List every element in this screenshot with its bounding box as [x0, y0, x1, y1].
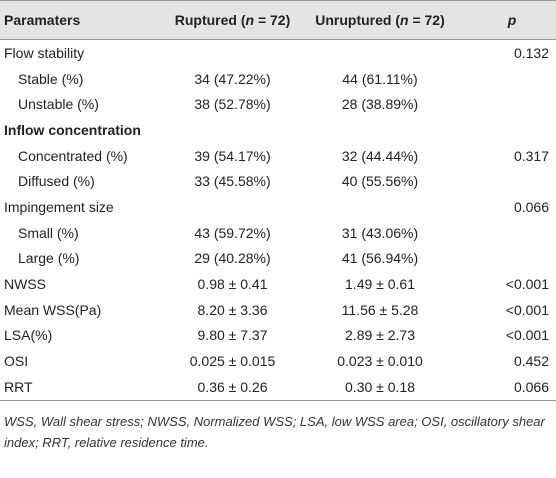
header-text: = 72) — [408, 12, 445, 28]
table-row: Stable (%) 34 (47.22%) 44 (61.11%) — [0, 66, 556, 92]
data-table: Paramaters Ruptured (n = 72) Unruptured (n… — [0, 0, 556, 401]
cell — [305, 40, 455, 66]
cell — [305, 117, 455, 143]
cell: <0.001 — [505, 327, 549, 344]
cell: 0.98 ± 0.41 — [197, 276, 268, 293]
cell: 0.023 ± 0.010 — [337, 353, 423, 370]
header-cell: Ruptured (n = 72) — [160, 0, 305, 40]
cell — [305, 194, 455, 220]
cell — [455, 220, 556, 246]
cell — [455, 246, 556, 272]
row-label: Small (%) — [18, 224, 79, 241]
header-row: Paramaters Ruptured (n = 72) Unruptured (n… — [0, 0, 556, 40]
cell: 1.49 ± 0.61 — [345, 276, 415, 293]
cell: 28 (38.89%) — [341, 96, 419, 113]
table-row: Diffused (%) 33 (45.58%) 40 (55.56%) — [0, 168, 556, 194]
cell — [160, 40, 305, 66]
cell: 0.317 — [513, 147, 549, 164]
row-label: Stable (%) — [18, 70, 84, 87]
header-text: p — [507, 12, 517, 28]
cell — [455, 168, 556, 194]
cell: 2.89 ± 2.73 — [345, 327, 415, 344]
header-text: n — [400, 12, 409, 28]
table-row: Unstable (%) 38 (52.78%) 28 (38.89%) — [0, 91, 556, 117]
table-row: NWSS 0.98 ± 0.41 1.49 ± 0.61 <0.001 — [0, 271, 556, 297]
row-label: RRT — [0, 373, 160, 401]
header-cell: Unruptured (n = 72) — [305, 0, 455, 40]
table-row: OSI 0.025 ± 0.015 0.023 ± 0.010 0.452 — [0, 348, 556, 374]
cell: 0.066 — [455, 373, 556, 401]
cell: 43 (59.72%) — [194, 224, 271, 241]
cell — [160, 117, 305, 143]
table-row: Inflow concentration — [0, 117, 556, 143]
cell: 9.80 ± 7.37 — [197, 327, 268, 344]
header-cell: Paramaters — [0, 0, 160, 40]
cell: 29 (40.28%) — [194, 250, 271, 267]
table-row: Concentrated (%) 39 (54.17%) 32 (44.44%) 0.… — [0, 143, 556, 169]
row-label: Concentrated (%) — [18, 147, 128, 164]
row-label: Diffused (%) — [18, 173, 95, 190]
table-row: RRT 0.36 ± 0.26 0.30 ± 0.18 0.066 — [0, 373, 556, 401]
cell: 8.20 ± 3.36 — [197, 301, 268, 318]
row-label: Flow stability — [4, 44, 85, 61]
header-text: Ruptured ( — [174, 12, 246, 28]
cell — [160, 194, 305, 220]
header-cell: p — [455, 0, 556, 40]
cell: 40 (55.56%) — [341, 173, 419, 190]
table-row: Impingement size 0.066 — [0, 194, 556, 220]
cell: 11.56 ± 5.28 — [341, 301, 419, 318]
cell — [455, 66, 556, 92]
row-label: NWSS — [4, 276, 46, 293]
row-label: Large (%) — [18, 250, 80, 267]
row-label: Inflow concentration — [4, 121, 141, 138]
header-text: n — [245, 12, 255, 28]
cell: 38 (52.78%) — [194, 96, 271, 113]
cell: 0.066 — [513, 198, 549, 215]
row-label: Impingement size — [4, 198, 114, 215]
cell: 31 (43.06%) — [341, 224, 419, 241]
row-label: LSA(%) — [4, 327, 53, 344]
table-row: Flow stability 0.132 — [0, 40, 556, 66]
cell: 32 (44.44%) — [341, 147, 419, 164]
table-row: LSA(%) 9.80 ± 7.37 2.89 ± 2.73 <0.001 — [0, 323, 556, 349]
cell: <0.001 — [505, 301, 549, 318]
cell: 0.30 ± 0.18 — [305, 373, 455, 401]
header-text: Paramaters — [4, 12, 81, 28]
cell — [455, 117, 556, 143]
table-row: Mean WSS(Pa) 8.20 ± 3.36 11.56 ± 5.28 <0.00… — [0, 297, 556, 323]
cell: 0.452 — [513, 353, 549, 370]
row-label: Mean WSS(Pa) — [4, 301, 102, 318]
cell: 41 (56.94%) — [341, 250, 419, 267]
cell: 0.132 — [513, 44, 549, 61]
table-row: Large (%) 29 (40.28%) 41 (56.94%) — [0, 246, 556, 272]
header-text: = 72) — [254, 12, 291, 28]
table-body: Flow stability 0.132 Stable (%) 34 (47.22%)… — [0, 40, 556, 401]
cell: 39 (54.17%) — [194, 147, 271, 164]
row-label: Unstable (%) — [18, 96, 99, 113]
cell: 34 (47.22%) — [194, 70, 271, 87]
header-text: Unruptured ( — [315, 12, 400, 28]
cell: 44 (61.11%) — [342, 70, 418, 87]
row-label: OSI — [4, 353, 29, 370]
table-header: Paramaters Ruptured (n = 72) Unruptured (n… — [0, 0, 556, 40]
cell: <0.001 — [505, 276, 549, 293]
cell: 0.36 ± 0.26 — [160, 373, 305, 401]
footnote: WSS, Wall shear stress; NWSS, Normalized… — [4, 413, 545, 450]
cell: 33 (45.58%) — [194, 173, 271, 190]
cell — [455, 91, 556, 117]
cell: 0.025 ± 0.015 — [189, 353, 276, 370]
table-row: Small (%) 43 (59.72%) 31 (43.06%) — [0, 220, 556, 246]
